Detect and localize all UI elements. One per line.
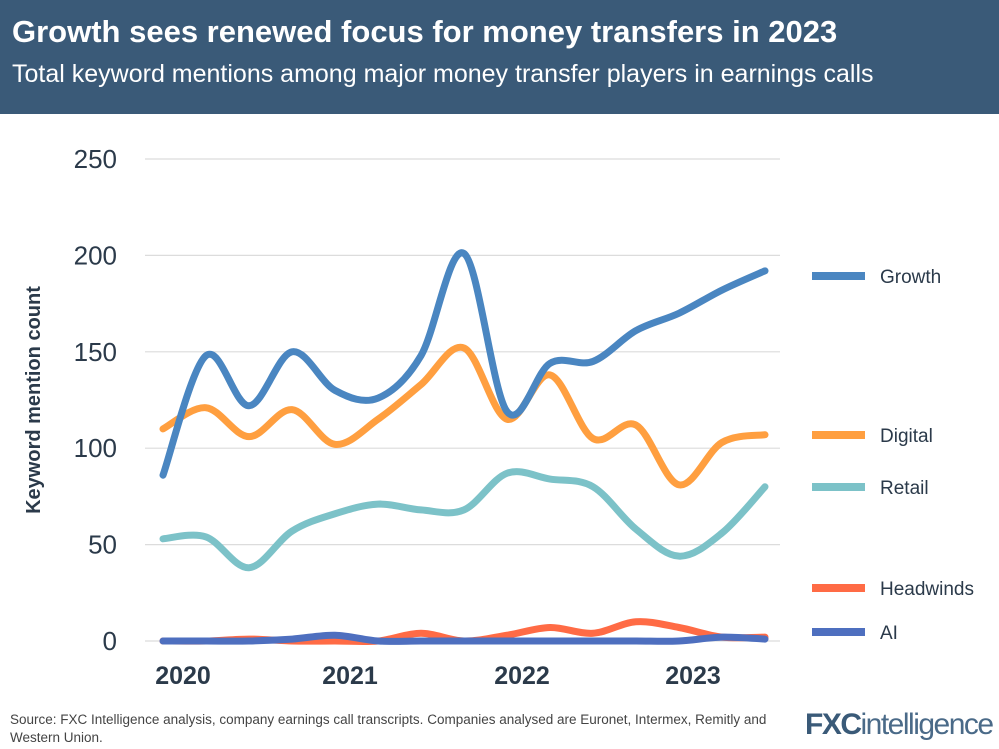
y-tick-label: 150 (74, 337, 117, 367)
x-tick-label: 2021 (322, 662, 378, 690)
x-tick-label: 2023 (665, 662, 721, 690)
y-tick-label: 250 (74, 144, 117, 174)
legend-label: AI (880, 623, 898, 644)
series-line-retail (159, 468, 769, 572)
y-tick-label: 0 (103, 626, 117, 656)
y-tick-label: 50 (88, 530, 117, 560)
fxc-logo: FXCintelligence (805, 708, 994, 741)
legend-label: Headwinds (880, 579, 974, 600)
series-line-growth (159, 249, 769, 479)
legend-label: Growth (880, 267, 941, 288)
header: Growth sees renewed focus for money tran… (0, 0, 999, 114)
y-axis-label: Keyword mention count (23, 286, 45, 514)
legend-label: Retail (880, 478, 929, 499)
source-note: Source: FXC Intelligence analysis, compa… (10, 712, 767, 745)
chart-subtitle: Total keyword mentions among major money… (12, 60, 874, 88)
y-tick-label: 100 (74, 433, 117, 463)
chart-title: Growth sees renewed focus for money tran… (12, 14, 838, 49)
legend-label: Digital (880, 426, 933, 447)
y-tick-label: 200 (74, 240, 117, 270)
series-line-ai (159, 631, 769, 645)
series-line-digital (159, 343, 769, 489)
x-tick-label: 2020 (155, 662, 211, 690)
x-tick-label: 2022 (494, 662, 550, 690)
